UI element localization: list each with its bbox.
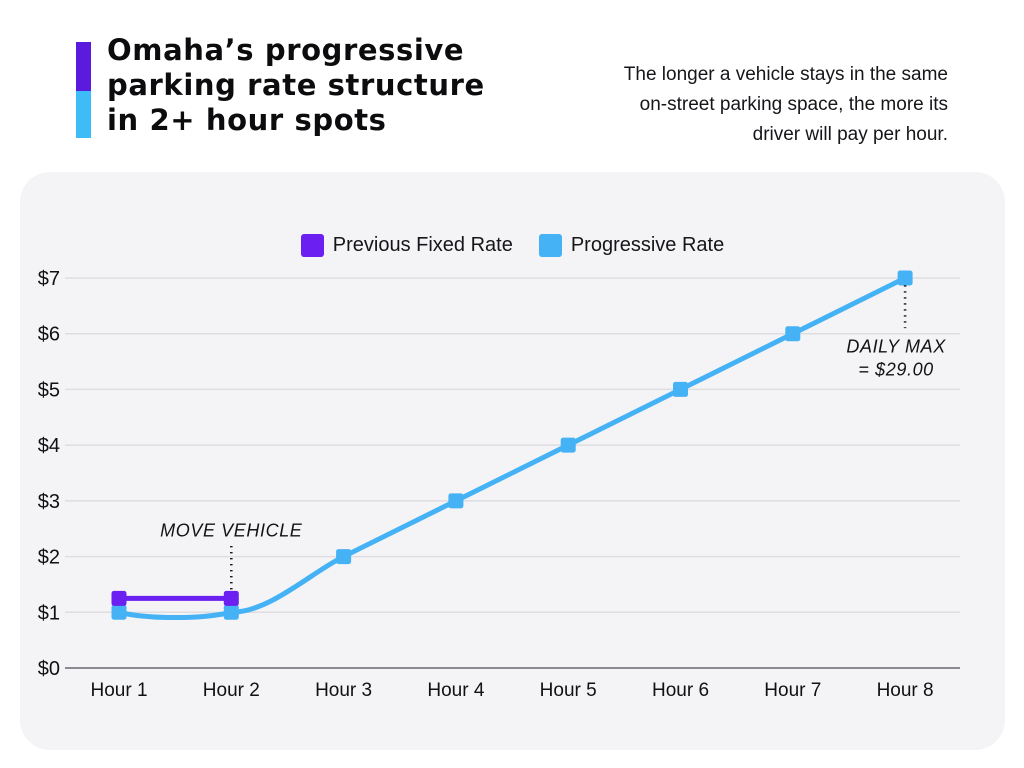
line-chart: $0 $1 $2 $3 $4 $5 $6 $7 Hour 1 Hour 2 Hour 3 Hour 4… xyxy=(38,268,960,701)
title-line-3: in 2+ hour spots xyxy=(107,103,387,137)
legend-swatch-icon xyxy=(538,234,562,257)
annotation-text: = $29.00 xyxy=(858,360,933,380)
x-tick-label: Hour 2 xyxy=(203,680,260,701)
legend-item-progressive-rate: Progressive Rate xyxy=(538,234,725,257)
data-point-marker xyxy=(223,590,239,606)
subtitle-line-1: The longer a vehicle stays in the same xyxy=(623,64,948,85)
data-point-marker xyxy=(223,604,239,620)
title-line-2: parking rate structure xyxy=(107,68,485,102)
y-tick-label: $5 xyxy=(38,379,60,401)
subtitle-line-3: driver will pay per hour. xyxy=(752,124,948,145)
y-tick-label: $0 xyxy=(38,658,60,680)
y-tick-label: $7 xyxy=(38,268,60,290)
data-point-marker xyxy=(448,493,464,509)
x-tick-label: Hour 1 xyxy=(90,680,147,701)
y-tick-label: $4 xyxy=(38,435,60,457)
data-point-marker xyxy=(111,590,127,606)
y-tick-label: $3 xyxy=(38,491,60,513)
data-point-marker xyxy=(897,270,913,286)
x-tick-label: Hour 5 xyxy=(540,680,597,701)
title-line-1: Omaha’s progressive xyxy=(107,33,465,67)
chart-panel: $0 $1 $2 $3 $4 $5 $6 $7 Hour 1 Hour 2 Hour 3 Hour 4… xyxy=(20,172,1005,750)
y-tick-label: $2 xyxy=(38,547,60,569)
x-tick-label: Hour 3 xyxy=(315,680,372,701)
data-point-marker xyxy=(111,604,127,620)
title-accent-bar xyxy=(76,42,91,138)
annotation-text: MOVE VEHICLE xyxy=(160,521,303,541)
legend-label: Previous Fixed Rate xyxy=(332,234,513,256)
data-point-marker xyxy=(336,549,352,565)
accent-bar-purple-segment xyxy=(76,42,91,91)
x-tick-label: Hour 6 xyxy=(652,680,709,701)
annotation-text: DAILY MAX xyxy=(846,337,946,357)
page-subtitle: The longer a vehicle stays in the same o… xyxy=(624,60,948,150)
data-point-marker xyxy=(560,437,576,453)
x-tick-label: Hour 4 xyxy=(427,680,484,701)
x-tick-label: Hour 7 xyxy=(764,680,821,701)
chart-legend: Previous Fixed Rate Progressive Rate xyxy=(20,234,1005,257)
data-point-marker xyxy=(785,326,801,342)
x-tick-label: Hour 8 xyxy=(877,680,934,701)
page-title: Omaha’s progressive parking rate structu… xyxy=(107,33,485,138)
y-tick-label: $6 xyxy=(38,324,60,346)
subtitle-line-2: on-street parking space, the more its xyxy=(639,94,948,115)
header: Omaha’s progressive parking rate structu… xyxy=(0,0,1024,172)
legend-item-previous-fixed-rate: Previous Fixed Rate xyxy=(300,234,513,257)
legend-swatch-icon xyxy=(300,234,324,257)
legend-label: Progressive Rate xyxy=(570,234,725,256)
data-point-marker xyxy=(673,381,688,397)
accent-bar-blue-segment xyxy=(76,91,91,138)
y-tick-label: $1 xyxy=(38,602,60,624)
